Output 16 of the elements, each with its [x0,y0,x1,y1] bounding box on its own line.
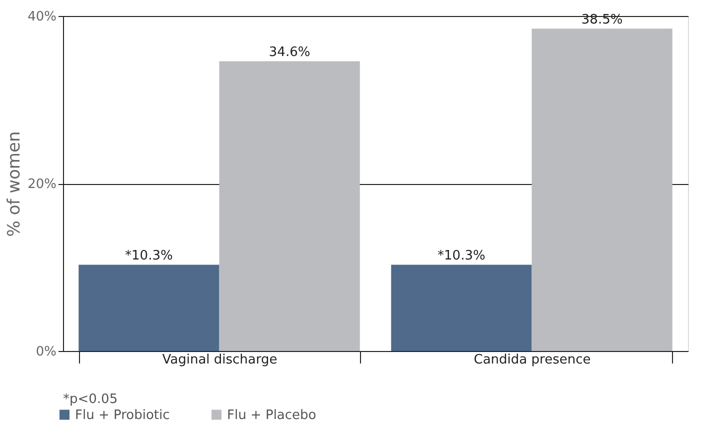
y-axis-title: % of women [4,131,25,237]
bar [219,61,360,351]
data-label: *10.3% [125,248,173,264]
bar [532,28,672,351]
data-label: *10.3% [438,248,486,264]
y-tick-label: 40% [28,10,56,24]
legend-label: Flu + Probiotic [75,408,170,423]
y-tick-label: 20% [28,177,56,192]
bar [78,264,220,351]
bar [391,264,532,351]
x-tick-label: Vaginal discharge [162,352,278,368]
legend-label: Flu + Placebo [227,408,316,423]
x-tick-label: Candida presence [474,352,591,368]
data-label: 34.6% [268,45,310,60]
y-tick-label: 0% [36,344,56,360]
text: *p<0.05 [63,392,118,407]
